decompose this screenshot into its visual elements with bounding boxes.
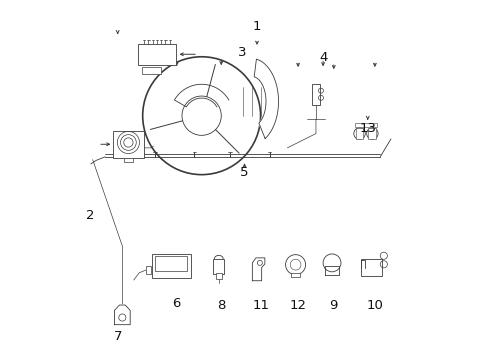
Text: 12: 12: [289, 299, 306, 312]
Text: 10: 10: [366, 299, 383, 312]
Bar: [151, 253, 190, 278]
Bar: [290, 273, 300, 277]
Text: 8: 8: [217, 298, 225, 311]
Bar: [213, 259, 224, 274]
Text: 11: 11: [251, 299, 268, 312]
Bar: [355, 128, 363, 139]
Bar: [215, 273, 222, 279]
Bar: [360, 258, 382, 276]
Bar: [142, 67, 161, 73]
Polygon shape: [252, 258, 264, 281]
Text: 13: 13: [359, 122, 375, 135]
Text: 1: 1: [252, 20, 261, 33]
Bar: [138, 44, 175, 64]
Polygon shape: [254, 59, 278, 139]
Text: 3: 3: [238, 46, 246, 59]
Bar: [145, 266, 151, 274]
Text: 5: 5: [240, 166, 248, 179]
Bar: [367, 128, 376, 139]
Polygon shape: [114, 305, 130, 325]
Bar: [155, 256, 187, 271]
Text: 4: 4: [318, 51, 326, 64]
Text: 7: 7: [113, 330, 122, 343]
Text: 2: 2: [86, 209, 94, 222]
Bar: [354, 123, 376, 127]
Bar: [113, 131, 143, 158]
Text: 6: 6: [172, 297, 181, 310]
Text: 9: 9: [329, 299, 337, 312]
Bar: [123, 158, 133, 162]
Bar: [311, 84, 319, 105]
